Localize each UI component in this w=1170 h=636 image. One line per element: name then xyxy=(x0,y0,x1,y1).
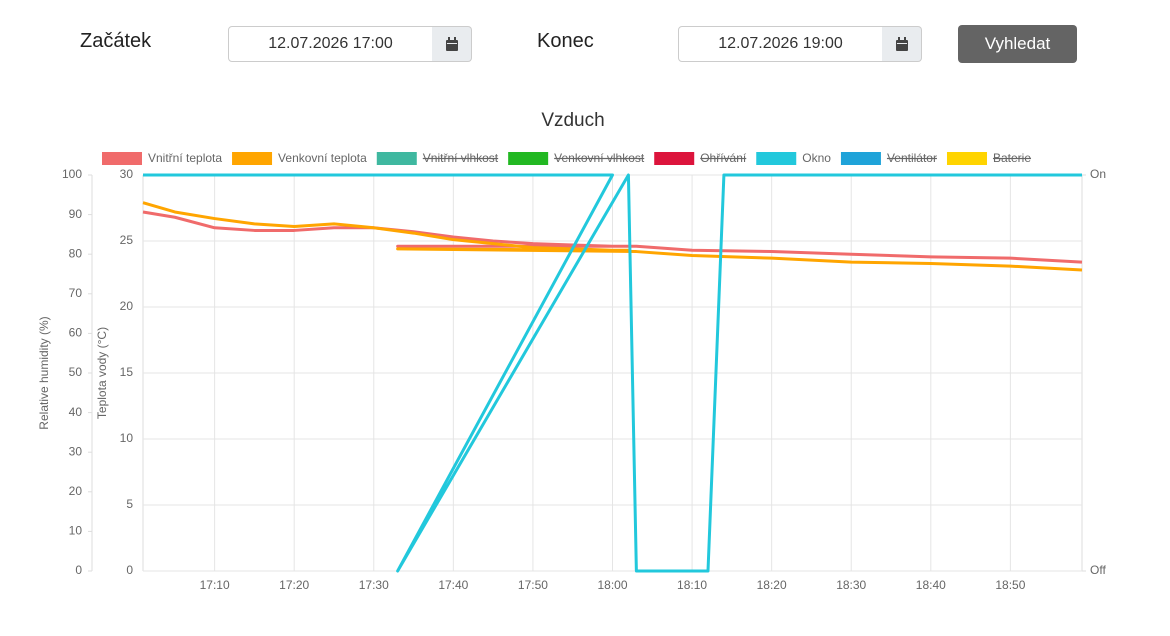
end-input[interactable]: 12.07.2026 19:00 xyxy=(678,26,883,62)
series-line xyxy=(142,210,1083,264)
y3-tick-label: 0 xyxy=(75,563,82,577)
x-tick-label: 18:40 xyxy=(916,578,946,592)
legend-swatch xyxy=(840,152,881,165)
legend-label[interactable]: Venkovní vlhkost xyxy=(554,151,645,165)
legend-swatch xyxy=(376,152,417,165)
x-tick-label: 18:00 xyxy=(597,578,627,592)
end-calendar-button[interactable] xyxy=(882,26,922,62)
y3-tick-label: 10 xyxy=(69,524,83,538)
y3-tick-label: 30 xyxy=(69,444,83,458)
y3-tick-label: 70 xyxy=(69,286,83,300)
x-tick-label: 17:40 xyxy=(438,578,468,592)
y2-tick-label: Off xyxy=(1090,563,1106,577)
y3-tick-label: 20 xyxy=(69,484,83,498)
series-line xyxy=(142,201,1083,272)
y3-tick-label: 90 xyxy=(69,207,83,221)
legend-label[interactable]: Ohřívání xyxy=(700,151,747,165)
y3-tick-label: 100 xyxy=(62,167,82,181)
legend-swatch xyxy=(946,152,987,165)
legend-label[interactable]: Vnitřní vlhkost xyxy=(423,151,499,165)
y-tick-label: 5 xyxy=(126,497,133,511)
y-tick-label: 10 xyxy=(120,431,134,445)
legend-swatch xyxy=(232,152,273,165)
y3-tick-label: 80 xyxy=(69,246,83,260)
legend-label[interactable]: Okno xyxy=(802,151,831,165)
y-tick-label: 15 xyxy=(120,365,134,379)
y3-tick-label: 40 xyxy=(69,405,83,419)
y-tick-label: 20 xyxy=(120,299,134,313)
legend-label[interactable]: Venkovní teplota xyxy=(278,151,367,165)
start-label: Začátek xyxy=(80,30,152,52)
start-input[interactable]: 12.07.2026 17:00 xyxy=(228,26,433,62)
calendar-icon xyxy=(445,36,458,51)
x-tick-label: 17:20 xyxy=(279,578,309,592)
legend-label[interactable]: Vnitřní teplota xyxy=(148,151,222,165)
y-tick-label: 30 xyxy=(120,167,134,181)
y2-tick-label: On xyxy=(1090,167,1106,181)
legend-swatch xyxy=(654,152,695,165)
y3-tick-label: 50 xyxy=(69,365,83,379)
y-axis-title: Teplota vody (°C) xyxy=(95,327,109,419)
x-tick-label: 18:20 xyxy=(757,578,787,592)
x-tick-label: 17:50 xyxy=(518,578,548,592)
legend-swatch xyxy=(102,152,142,165)
search-button[interactable]: Vyhledat xyxy=(958,25,1077,63)
y3-axis-title: Relative humidity (%) xyxy=(37,316,51,429)
x-tick-label: 17:30 xyxy=(359,578,389,592)
x-tick-label: 18:50 xyxy=(995,578,1025,592)
legend-swatch xyxy=(508,152,549,165)
legend-swatch xyxy=(756,152,797,165)
x-tick-label: 18:10 xyxy=(677,578,707,592)
y3-tick-label: 60 xyxy=(69,326,83,340)
start-calendar-button[interactable] xyxy=(432,26,472,62)
x-tick-label: 17:10 xyxy=(200,578,230,592)
y-tick-label: 25 xyxy=(120,233,134,247)
chart-title: Vzduch xyxy=(541,110,604,131)
x-tick-label: 18:30 xyxy=(836,578,866,592)
legend-label[interactable]: Baterie xyxy=(993,151,1031,165)
end-label: Konec xyxy=(537,30,594,52)
y-tick-label: 0 xyxy=(126,563,133,577)
series-line xyxy=(143,173,1082,573)
calendar-icon xyxy=(895,36,908,51)
legend-label[interactable]: Ventilátor xyxy=(887,151,937,165)
